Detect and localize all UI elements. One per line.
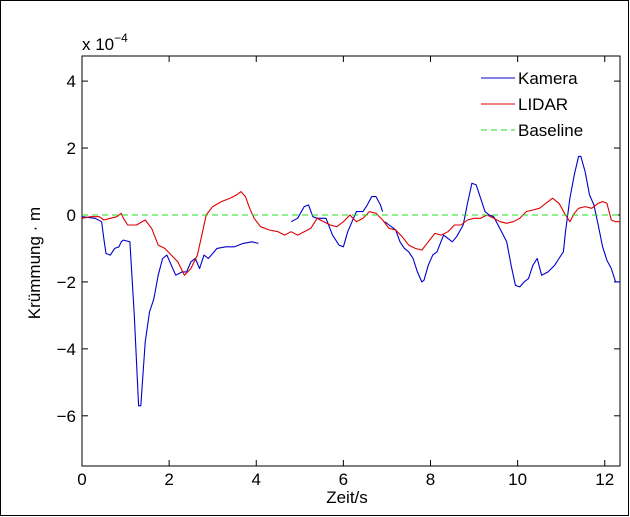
x-tick-label: 12	[595, 470, 614, 489]
legend: Kamera LIDAR Baseline	[481, 69, 583, 140]
y-axis-label: Krümmung · m	[25, 207, 44, 319]
series-line-kamera	[384, 155, 620, 288]
y-exponent-base: x 10	[82, 35, 114, 54]
plot-area: 0 2 4 6 8 10 12 −6 −4 −2 0 2 4	[57, 55, 621, 489]
y-tick-label: −4	[57, 340, 76, 359]
x-tick-label: 2	[164, 470, 173, 489]
y-tick-label: 4	[67, 72, 76, 91]
legend-label-lidar: LIDAR	[518, 95, 568, 114]
x-axis-label: Zeit/s	[326, 488, 368, 507]
series-line-kamera	[290, 196, 384, 248]
y-exponent-label: x 10−4	[82, 31, 128, 54]
legend-label-baseline: Baseline	[518, 121, 583, 140]
x-tick-label: 10	[508, 470, 527, 489]
axes-box	[81, 55, 621, 467]
y-exponent-power: −4	[114, 31, 128, 45]
y-tick-label: −6	[57, 407, 76, 426]
x-tick-label: 0	[77, 470, 86, 489]
series-line-kamera	[82, 216, 259, 407]
series-line-lidar	[82, 191, 620, 276]
x-tick-label: 8	[426, 470, 435, 489]
y-tick-label: 0	[67, 206, 76, 225]
y-tick-label: 2	[67, 139, 76, 158]
y-tick-label: −2	[57, 273, 76, 292]
legend-label-kamera: Kamera	[518, 69, 578, 88]
x-tick-label: 4	[252, 470, 261, 489]
x-tick-label: 6	[339, 470, 348, 489]
